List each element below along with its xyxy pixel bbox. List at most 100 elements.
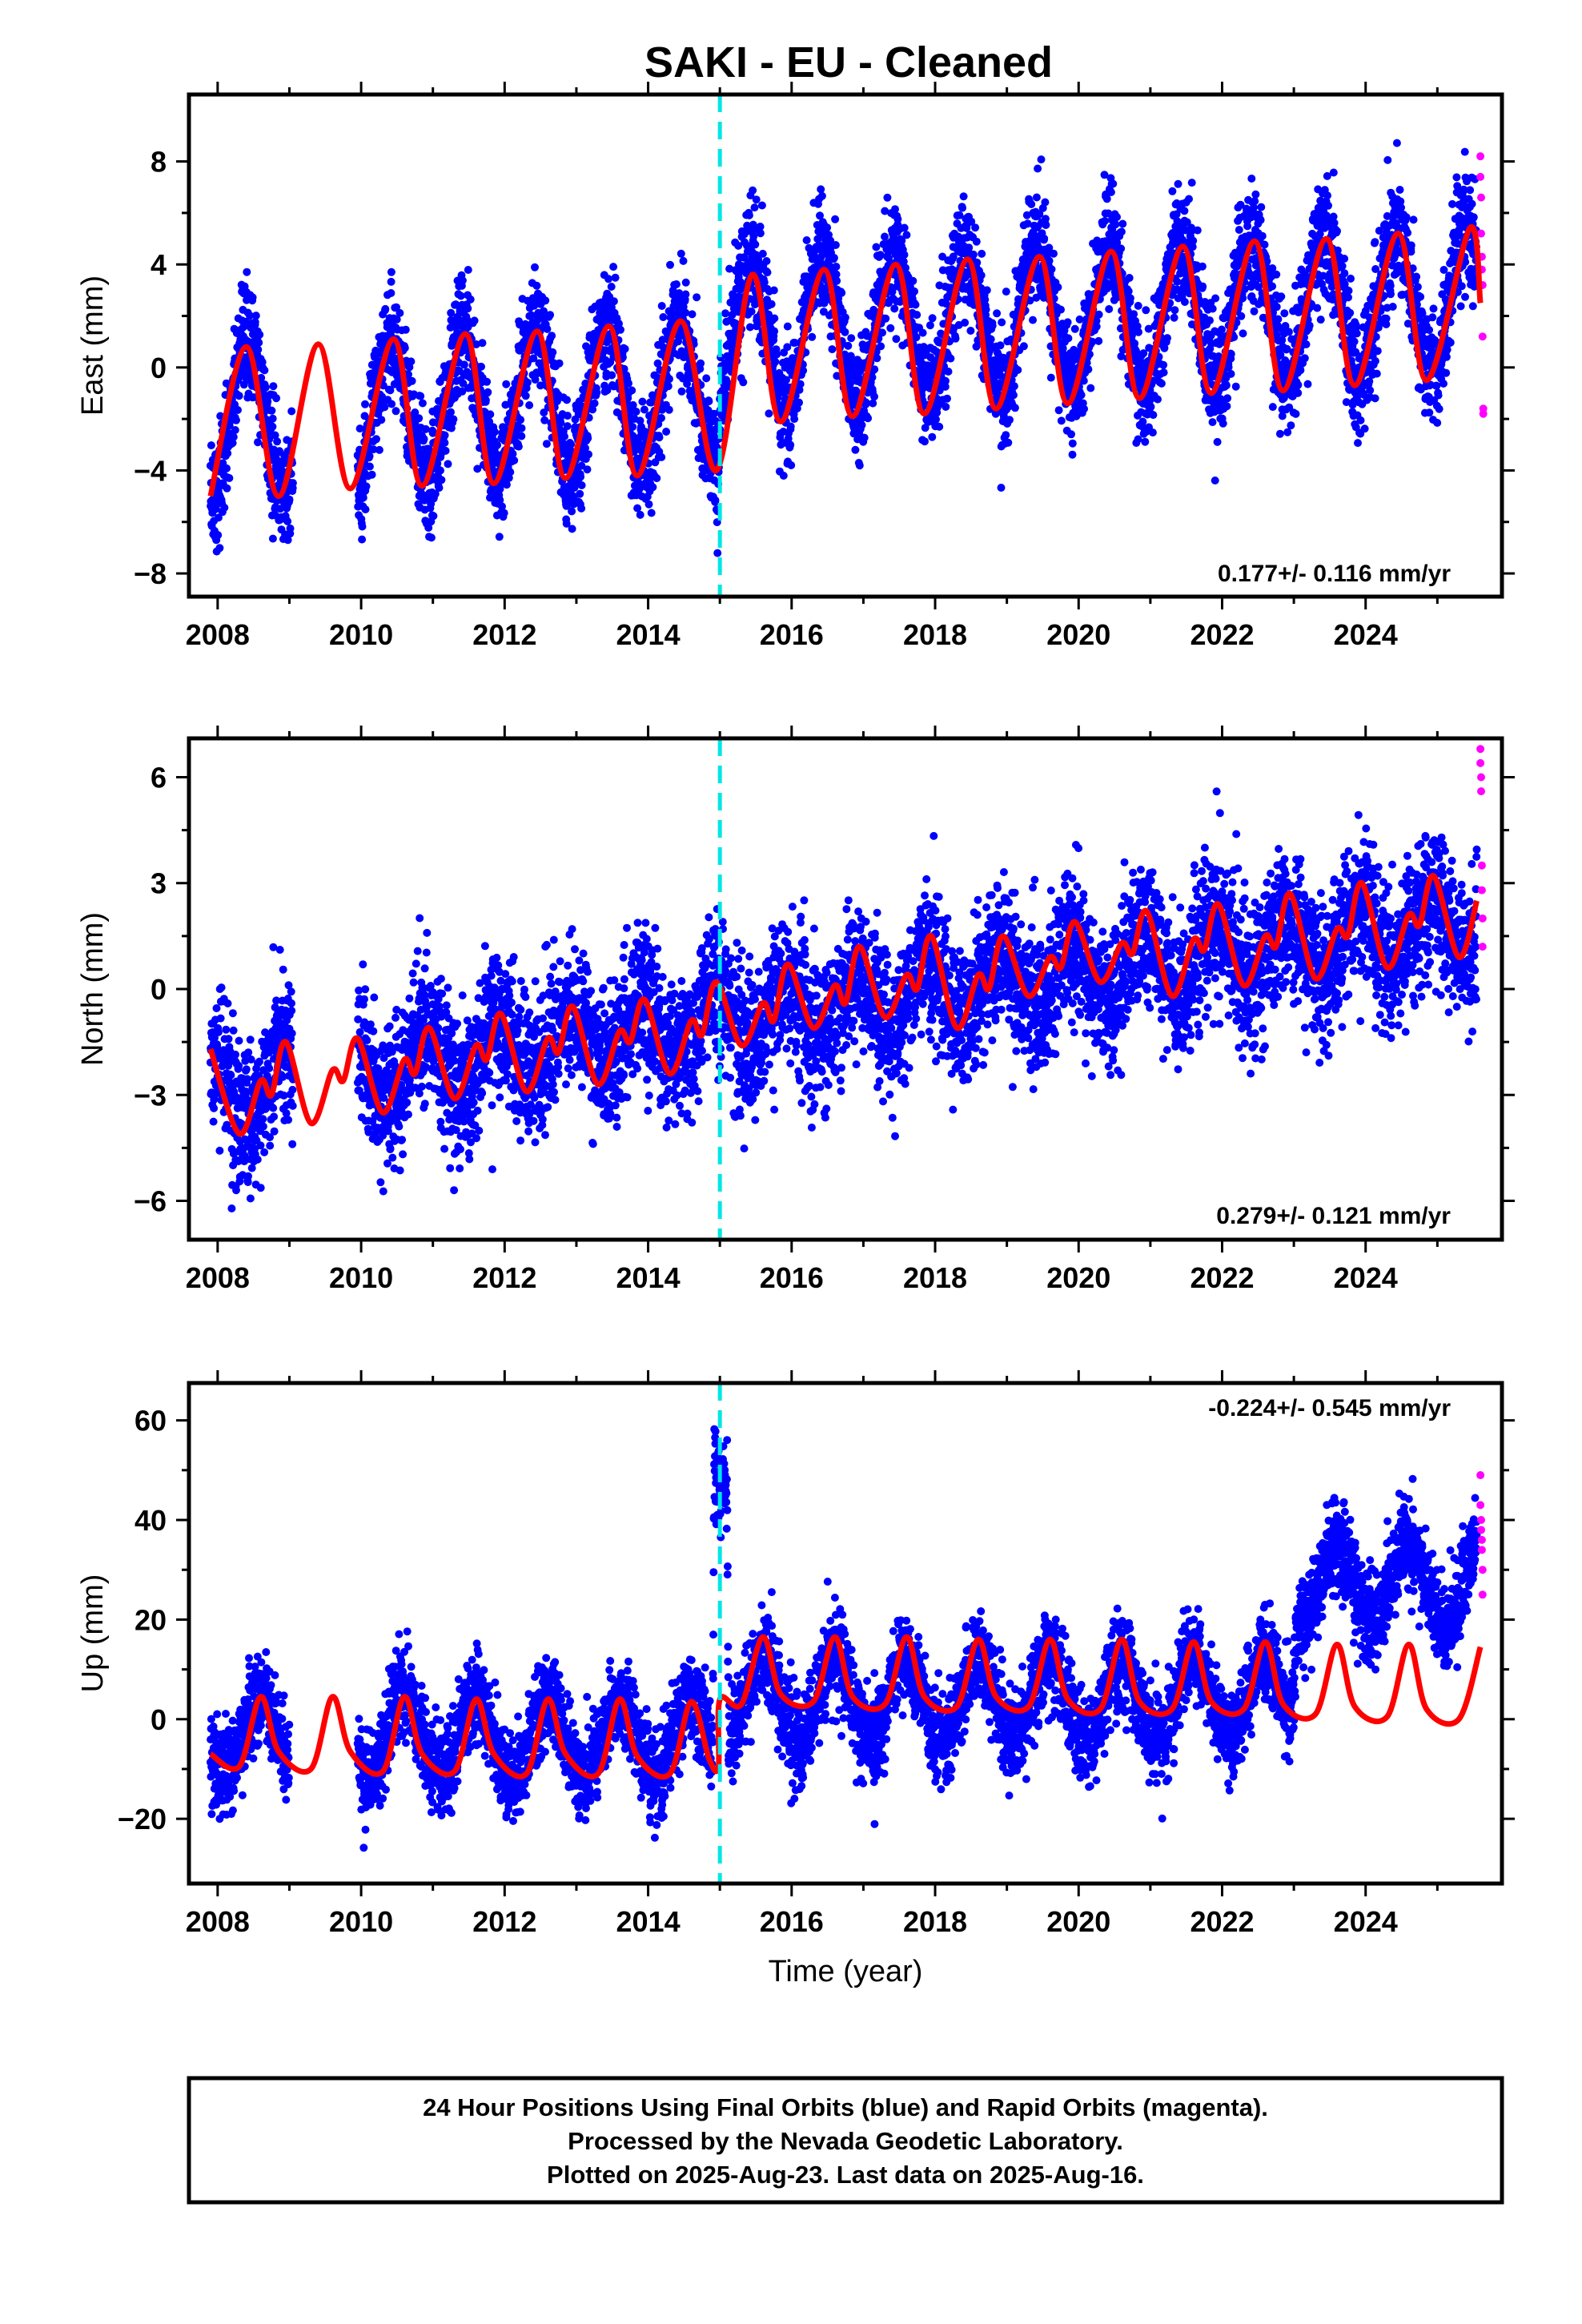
final-orbit-point — [223, 449, 232, 457]
final-orbit-point — [255, 330, 264, 339]
final-orbit-point — [831, 241, 840, 249]
final-orbit-point — [648, 483, 657, 492]
final-orbit-point — [909, 276, 917, 285]
final-orbit-point — [254, 345, 263, 354]
final-orbit-point — [496, 496, 504, 505]
final-orbit-point — [1118, 219, 1127, 228]
final-orbit-point — [380, 403, 389, 412]
final-orbit-point — [677, 249, 685, 258]
final-orbit-point — [913, 311, 921, 320]
final-orbit-point — [636, 416, 644, 425]
final-orbit-point — [1168, 187, 1177, 195]
final-orbit-point — [268, 534, 277, 543]
final-orbit-point — [387, 267, 396, 276]
final-orbit-point — [739, 378, 748, 387]
final-orbit-point — [435, 484, 444, 493]
final-orbit-point — [893, 215, 902, 223]
final-orbit-point — [1006, 416, 1014, 424]
final-orbit-point — [286, 524, 295, 533]
final-orbit-point — [997, 484, 1006, 492]
final-orbit-point — [782, 376, 790, 384]
final-orbit-point — [541, 296, 550, 305]
final-orbit-point — [548, 348, 557, 356]
final-orbit-point — [1222, 381, 1231, 390]
final-orbit-point — [873, 354, 881, 363]
final-orbit-point — [563, 396, 571, 404]
final-orbit-point — [1134, 328, 1142, 336]
final-orbit-point — [508, 449, 517, 458]
final-orbit-point — [477, 362, 485, 371]
final-orbit-point — [478, 339, 487, 348]
final-orbit-point — [225, 421, 234, 430]
final-orbit-point — [207, 441, 215, 450]
final-orbit-point — [560, 432, 568, 440]
final-orbit-point — [563, 412, 572, 420]
final-orbit-point — [636, 510, 644, 519]
final-orbit-point — [287, 407, 296, 416]
final-orbit-point — [603, 386, 612, 395]
final-orbit-point — [786, 440, 795, 449]
final-orbit-point — [576, 489, 584, 498]
final-orbit-point — [542, 440, 551, 448]
final-orbit-point — [1057, 416, 1066, 425]
final-orbit-point — [851, 445, 860, 454]
final-orbit-point — [624, 379, 632, 388]
final-orbit-point — [387, 277, 396, 286]
final-orbit-point — [415, 414, 424, 423]
final-orbit-point — [458, 276, 467, 285]
final-orbit-point — [1014, 366, 1022, 374]
final-orbit-point — [802, 236, 811, 244]
final-orbit-point — [1206, 316, 1214, 325]
final-orbit-point — [1208, 304, 1217, 313]
final-orbit-point — [1080, 404, 1088, 413]
final-orbit-point — [355, 424, 364, 433]
final-orbit-point — [1157, 379, 1166, 388]
final-orbit-point — [1101, 216, 1109, 225]
final-orbit-point — [1159, 360, 1168, 369]
final-orbit-point — [500, 509, 508, 517]
final-orbit-point — [517, 424, 526, 432]
final-orbit-point — [864, 414, 873, 423]
final-orbit-point — [921, 437, 929, 446]
final-orbit-point — [583, 465, 592, 474]
final-orbit-point — [977, 271, 986, 279]
final-orbit-point — [429, 512, 438, 521]
final-orbit-point — [771, 357, 780, 366]
final-orbit-point — [1027, 200, 1036, 208]
final-orbit-point — [833, 276, 841, 285]
final-orbit-point — [225, 474, 234, 482]
final-orbit-point — [1231, 382, 1240, 391]
final-orbit-point — [268, 422, 277, 431]
final-orbit-point — [1063, 318, 1072, 327]
final-orbit-point — [369, 445, 378, 454]
final-orbit-point — [540, 307, 548, 316]
final-orbit-point — [427, 533, 436, 542]
final-orbit-point — [1219, 419, 1227, 428]
final-orbit-point — [745, 211, 753, 219]
final-orbit-point — [878, 328, 886, 337]
final-orbit-point — [1148, 428, 1157, 437]
final-orbit-point — [1193, 226, 1202, 235]
final-orbit-point — [747, 308, 756, 316]
final-orbit-point — [1199, 282, 1207, 291]
final-orbit-point — [872, 243, 881, 251]
final-orbit-point — [762, 257, 771, 265]
final-orbit-point — [640, 405, 648, 414]
final-orbit-point — [1174, 179, 1182, 188]
panel-1: 2008 2010 2012 2014 2016 2018 2020 2022 2024−8−4… — [76, 82, 1515, 651]
final-orbit-point — [436, 466, 444, 475]
final-orbit-point — [881, 232, 889, 241]
final-orbit-point — [688, 310, 697, 319]
final-orbit-point — [283, 517, 292, 525]
final-orbit-point — [1094, 336, 1103, 345]
final-orbit-point — [361, 400, 369, 408]
final-orbit-point — [860, 433, 869, 442]
final-orbit-point — [1094, 310, 1103, 319]
final-orbit-point — [604, 275, 612, 283]
final-orbit-point — [1149, 411, 1158, 420]
final-orbit-point — [932, 415, 940, 424]
final-orbit-point — [1004, 438, 1013, 447]
final-orbit-point — [447, 408, 455, 416]
final-orbit-point — [786, 422, 795, 431]
final-orbit-point — [387, 400, 396, 408]
